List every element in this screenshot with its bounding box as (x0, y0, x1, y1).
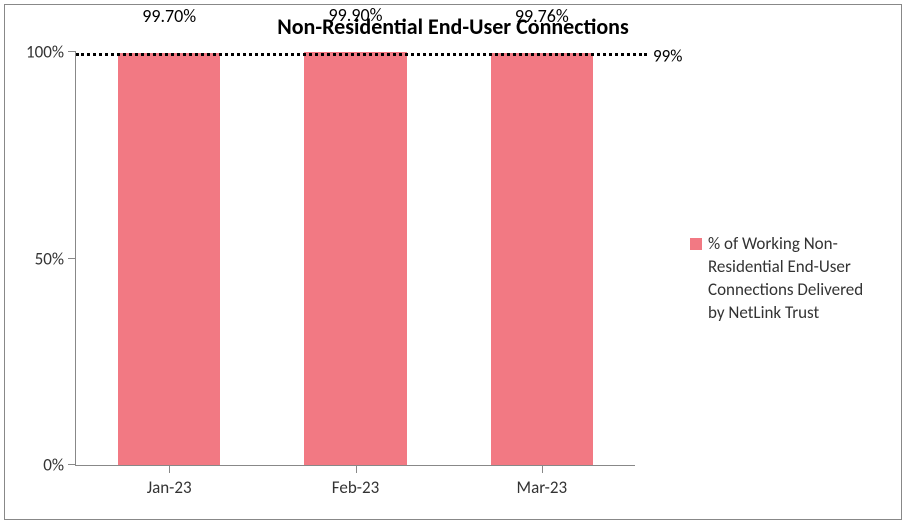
reference-line (76, 53, 647, 56)
legend-text: % of Working Non-Residential End-User Co… (708, 233, 881, 325)
chart-container: Non-Residential End-User Connections 0%5… (4, 4, 902, 520)
chart-body: 0%50%100%Jan-2399.70%Feb-2399.90%Mar-239… (5, 42, 901, 516)
x-axis-label: Mar-23 (517, 465, 568, 498)
chart-title: Non-Residential End-User Connections (5, 5, 901, 42)
data-label: 99.90% (329, 4, 383, 28)
plot-area: 0%50%100%Jan-2399.70%Feb-2399.90%Mar-239… (75, 52, 635, 466)
data-label: 99.70% (142, 5, 196, 29)
bar (491, 53, 593, 465)
x-axis-label: Feb-23 (332, 465, 379, 498)
data-label: 99.76% (515, 5, 569, 29)
reference-line-label: 99% (635, 46, 682, 67)
legend: % of Working Non-Residential End-User Co… (635, 42, 901, 516)
y-axis-label: 50% (35, 248, 76, 269)
legend-swatch (690, 238, 702, 250)
x-axis-label: Jan-23 (147, 465, 192, 498)
y-axis-label: 100% (26, 42, 76, 63)
y-axis-label: 0% (43, 455, 76, 476)
bar (118, 53, 220, 465)
bar (304, 52, 406, 465)
legend-item: % of Working Non-Residential End-User Co… (690, 233, 881, 325)
